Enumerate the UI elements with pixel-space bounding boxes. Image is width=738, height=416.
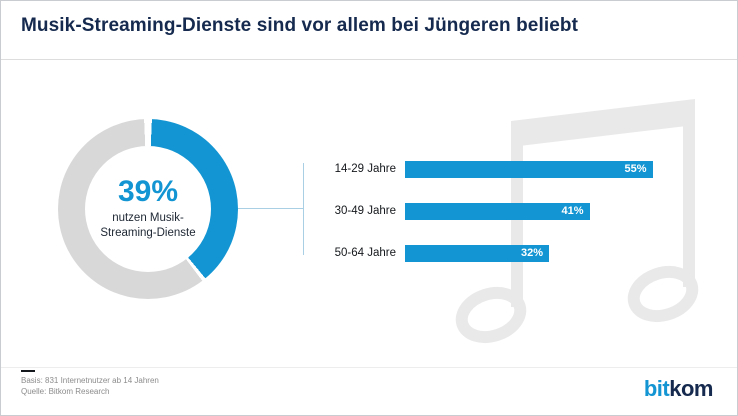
donut-chart: 39% nutzen Musik- Streaming-Dienste (58, 119, 238, 299)
page-title: Musik-Streaming-Dienste sind vor allem b… (21, 15, 579, 36)
footnote-basis: Basis: 831 Internetnutzer ab 14 Jahren (21, 376, 159, 385)
bar-bracket-line (303, 163, 304, 255)
footnote: Basis: 831 Internetnutzer ab 14 Jahren Q… (21, 375, 159, 397)
bar-category-label: 50-64 Jahre (334, 247, 396, 259)
bar-value-label: 32% (520, 247, 543, 259)
title-divider (1, 59, 737, 60)
bar: 41% (405, 202, 590, 220)
donut-percent: 39% (117, 175, 179, 209)
donut-connector-line (238, 208, 304, 209)
bar: 55% (405, 160, 653, 178)
bar-category-label: 30-49 Jahre (334, 205, 396, 217)
bar-value-label: 41% (561, 205, 584, 217)
bar-value-label: 55% (624, 163, 647, 175)
footnote-source: Quelle: Bitkom Research (21, 387, 110, 397)
bar-row: 50-64 Jahre 32% (304, 232, 653, 274)
donut-caption-line1: nutzen Musik- (112, 212, 184, 225)
donut-center: 39% nutzen Musik- Streaming-Dienste (85, 146, 211, 272)
bar-row: 14-29 Jahre 55% (304, 148, 653, 190)
bar-chart: 14-29 Jahre 55% 30-49 Jahre 41% 50-64 Jahre 3… (304, 148, 653, 274)
logo-bit: bit (643, 376, 670, 401)
bar-category-label: 14-29 Jahre (334, 163, 396, 175)
footer-dash (21, 370, 35, 372)
footer-divider (1, 367, 737, 368)
donut-caption: nutzen Musik- Streaming-Dienste (100, 211, 195, 241)
music-note-icon (455, 99, 699, 344)
music-note-beam (511, 99, 695, 147)
music-note-head-right (627, 265, 699, 323)
donut-caption-line2: Streaming-Dienste (100, 227, 196, 239)
bar-row: 30-49 Jahre 41% (304, 190, 653, 232)
logo-kom: kom (669, 376, 713, 401)
bar: 32% (405, 244, 549, 262)
music-note-head-left (455, 286, 527, 344)
bitkom-logo: bitkom (643, 376, 714, 402)
